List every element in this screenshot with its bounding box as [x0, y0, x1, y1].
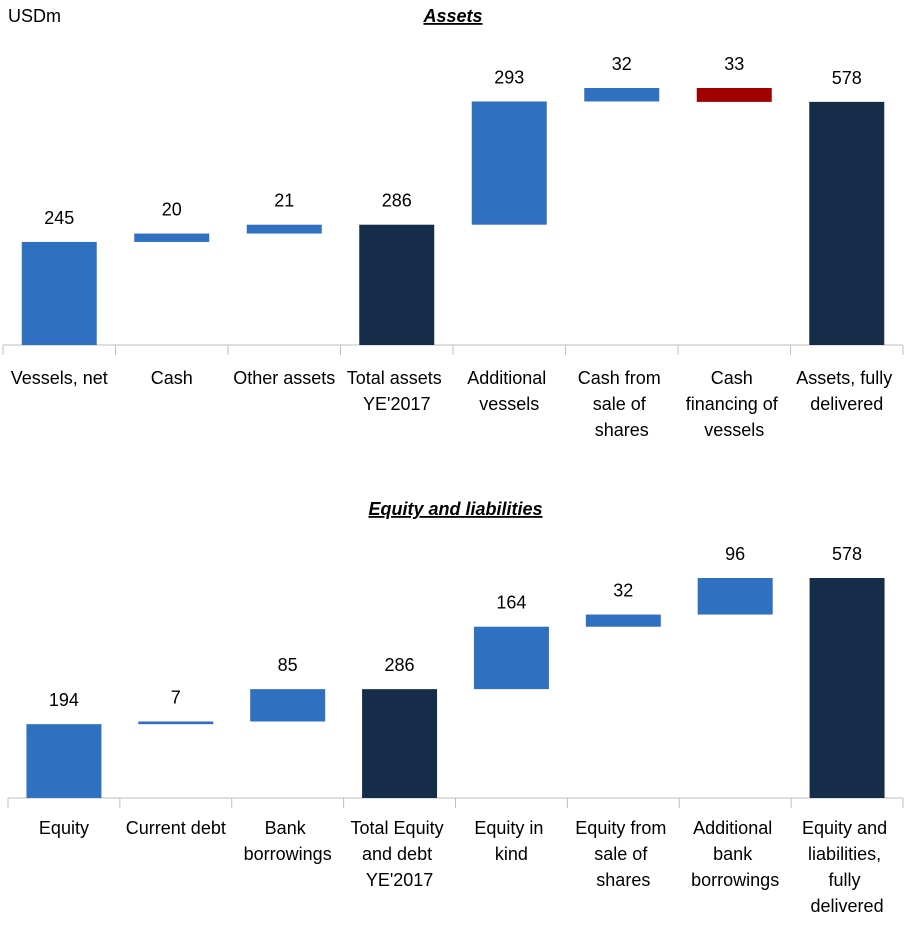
value-label: 578 — [832, 544, 862, 564]
value-label: 21 — [274, 191, 294, 211]
bar — [359, 224, 435, 345]
bar — [21, 241, 97, 345]
value-label: 578 — [832, 68, 862, 88]
x-tick-label: Additional vessels — [467, 368, 551, 414]
value-label: 293 — [494, 67, 524, 87]
x-tick-label: Additional bank borrowings — [691, 818, 779, 890]
bar — [584, 88, 660, 102]
value-label: 194 — [49, 690, 79, 710]
bar — [246, 224, 322, 234]
bar — [809, 101, 885, 345]
value-label: 33 — [724, 54, 744, 74]
bar — [473, 626, 549, 690]
x-tick-label: Cash financing of vessels — [686, 368, 783, 440]
value-label: 96 — [725, 544, 745, 564]
value-label: 20 — [162, 200, 182, 220]
unit-label: USDm — [8, 6, 61, 26]
bar — [26, 724, 102, 798]
value-label: 32 — [612, 54, 632, 74]
x-tick-label: Total assets YE'2017 — [347, 368, 447, 414]
bar — [697, 578, 773, 615]
bar — [696, 88, 772, 102]
value-label: 245 — [44, 208, 74, 228]
x-tick-label: Cash — [151, 368, 193, 388]
bar — [809, 578, 885, 798]
value-label: 286 — [385, 655, 415, 675]
x-tick-label: Equity in kind — [474, 818, 548, 864]
x-tick-label: Total Equity and debt YE'2017 — [351, 818, 449, 890]
x-tick-label: Other assets — [233, 368, 335, 388]
x-tick-label: Equity — [39, 818, 89, 838]
bar — [471, 101, 547, 225]
chart-title: Equity and liabilities — [368, 499, 542, 519]
value-label: 286 — [382, 191, 412, 211]
bar — [250, 689, 326, 722]
value-label: 164 — [496, 593, 526, 613]
x-tick-label: Vessels, net — [11, 368, 108, 388]
x-tick-label: Bank borrowings — [244, 818, 332, 864]
x-tick-label: Equity from sale of shares — [575, 818, 671, 890]
bar — [585, 614, 661, 627]
x-tick-label: Cash from sale of shares — [578, 368, 666, 440]
bar — [138, 721, 214, 725]
value-label: 7 — [171, 687, 181, 707]
value-label: 32 — [613, 581, 633, 601]
bar — [134, 233, 210, 242]
x-tick-label: Equity and liabilities, fully delivered — [802, 818, 892, 916]
value-label: 85 — [278, 655, 298, 675]
bar — [362, 689, 438, 798]
x-tick-label: Assets, fully delivered — [796, 368, 897, 414]
x-tick-label: Current debt — [126, 818, 226, 838]
chart-title: Assets — [422, 6, 482, 26]
